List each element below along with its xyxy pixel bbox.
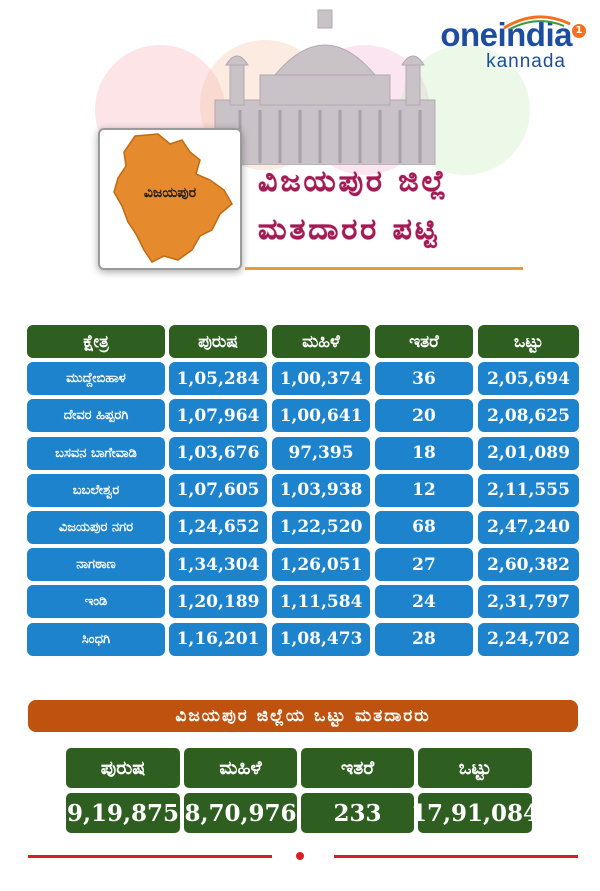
title-line-2: ಮತದಾರರ ಪಟ್ಟಿ (258, 212, 440, 247)
logo-wordmark: oneindia (440, 16, 572, 53)
male-count: 1,03,676 (169, 436, 267, 470)
female-count: 1,22,520 (272, 510, 370, 544)
table-row: ಬಸವನ ಬಾಗೇವಾಡಿ 1,03,676 97,395 18 2,01,08… (27, 436, 579, 474)
male-count: 1,07,964 (169, 399, 267, 433)
table-row: ನಾಗಠಾಣ 1,34,304 1,26,051 27 2,60,382 (27, 548, 579, 585)
female-count: 1,11,584 (272, 585, 370, 619)
summary-female-value: 8,70,976 (184, 793, 297, 833)
table-row: ದೇವರ ಹಿಪ್ಪರಗಿ 1,07,964 1,00,641 20 2,08,… (27, 399, 579, 436)
constituency-name: ವಿಜಯಪುರ ನಗರ (27, 510, 165, 544)
header-others: ಇತರೆ (375, 325, 473, 358)
total-count: 2,47,240 (478, 510, 579, 544)
others-count: 36 (375, 362, 473, 396)
footer-divider-right (334, 855, 578, 858)
logo-badge: 1 (572, 24, 586, 38)
title-underline (245, 267, 523, 270)
header-banner: oneindia kannada 1 ವಿಜಯಪುರ ವಿಜಯಪುರ ಜಿಲ್ಲ… (0, 0, 600, 300)
summary-male-value: 9,19,875 (66, 793, 180, 833)
male-count: 1,07,605 (169, 473, 267, 507)
summary-total-value: 17,91,084 (411, 793, 539, 833)
constituency-name: ಇಂಡಿ (27, 585, 165, 619)
logo-subtitle: kannada (486, 51, 566, 72)
female-count: 1,00,374 (272, 362, 370, 396)
total-count: 2,60,382 (478, 548, 579, 582)
male-count: 1,05,284 (169, 362, 267, 396)
summary-header-total: ಒಟ್ಟು (418, 748, 532, 788)
table-row: ಮುದ್ದೇಬಿಹಾಳ 1,05,284 1,00,374 36 2,05,69… (27, 362, 579, 399)
others-count: 20 (375, 399, 473, 433)
others-count: 24 (375, 585, 473, 619)
total-count: 2,08,625 (478, 399, 579, 433)
constituency-name: ಮುದ್ದೇಬಿಹಾಳ (27, 362, 165, 396)
total-count: 2,05,694 (478, 362, 579, 396)
summary-header-female: ಮಹಿಳೆ (184, 748, 297, 788)
vidhana-soudha-illustration (214, 9, 436, 165)
male-count: 1,20,189 (169, 585, 267, 619)
table-row: ಬಬಲೇಶ್ವರ 1,07,605 1,03,938 12 2,11,555 (27, 473, 579, 511)
footer-divider-left (28, 855, 272, 858)
summary-header-male: ಪುರುಷ (66, 748, 180, 788)
total-count: 2,24,702 (478, 622, 579, 656)
table-row: ವಿಜಯಪುರ ನಗರ 1,24,652 1,22,520 68 2,47,24… (27, 510, 579, 548)
female-count: 1,08,473 (272, 622, 370, 656)
female-count: 1,00,641 (272, 399, 370, 433)
page-title: ವಿಜಯಪುರ ಜಿಲ್ಲೆ ಮತದಾರರ ಪಟ್ಟಿ (258, 158, 558, 254)
female-count: 1,03,938 (272, 473, 370, 507)
constituency-name: ಸಿಂಧಗಿ (27, 622, 165, 656)
total-count: 2,31,797 (478, 585, 579, 619)
total-count: 2,01,089 (478, 436, 579, 470)
total-count: 2,11,555 (478, 473, 579, 507)
summary-others-value: 233 (301, 793, 414, 833)
table-row: ಇಂಡಿ 1,20,189 1,11,584 24 2,31,797 (27, 585, 579, 622)
header-total: ಒಟ್ಟು (478, 325, 579, 358)
header-male: ಪುರುಷ (169, 325, 267, 358)
header-constituency: ಕ್ಷೇತ್ರ (27, 325, 165, 358)
title-line-1: ವಿಜಯಪುರ ಜಿಲ್ಲೆ (258, 164, 449, 199)
header-female: ಮಹಿಳೆ (272, 325, 370, 358)
others-count: 28 (375, 622, 473, 656)
constituency-name: ಬಬಲೇಶ್ವರ (27, 473, 165, 507)
footer-dot (296, 852, 304, 860)
female-count: 97,395 (272, 436, 370, 470)
table-header-row: ಕ್ಷೇತ್ರ ಪುರುಷ ಮಹಿಳೆ ಇತರೆ ಒಟ್ಟು (27, 325, 579, 362)
constituency-voter-table: ಕ್ಷೇತ್ರ ಪುರುಷ ಮಹಿಳೆ ಇತರೆ ಒಟ್ಟು ಮುದ್ದೇಬಿಹ… (27, 325, 579, 660)
others-count: 68 (375, 510, 473, 544)
others-count: 12 (375, 473, 473, 507)
summary-header-others: ಇತರೆ (301, 748, 414, 788)
others-count: 18 (375, 436, 473, 470)
map-district-label: ವಿಜಯಪುರ (143, 185, 197, 201)
karnataka-map-icon (113, 133, 233, 263)
logo-arc-icon (503, 15, 571, 30)
female-count: 1,26,051 (272, 548, 370, 582)
male-count: 1,16,201 (169, 622, 267, 656)
oneindia-logo[interactable]: oneindia kannada 1 (440, 15, 586, 72)
constituency-name: ದೇವರ ಹಿಪ್ಪರಗಿ (27, 399, 165, 433)
district-map-card: ವಿಜಯಪುರ (98, 128, 242, 270)
district-total-banner: ವಿಜಯಪುರ ಜಿಲ್ಲೆಯ ಒಟ್ಟು ಮತದಾರರು (28, 700, 578, 732)
male-count: 1,24,652 (169, 510, 267, 544)
constituency-name: ನಾಗಠಾಣ (27, 548, 165, 582)
male-count: 1,34,304 (169, 548, 267, 582)
others-count: 27 (375, 548, 473, 582)
table-row: ಸಿಂಧಗಿ 1,16,201 1,08,473 28 2,24,702 (27, 622, 579, 660)
constituency-name: ಬಸವನ ಬಾಗೇವಾಡಿ (27, 436, 165, 470)
